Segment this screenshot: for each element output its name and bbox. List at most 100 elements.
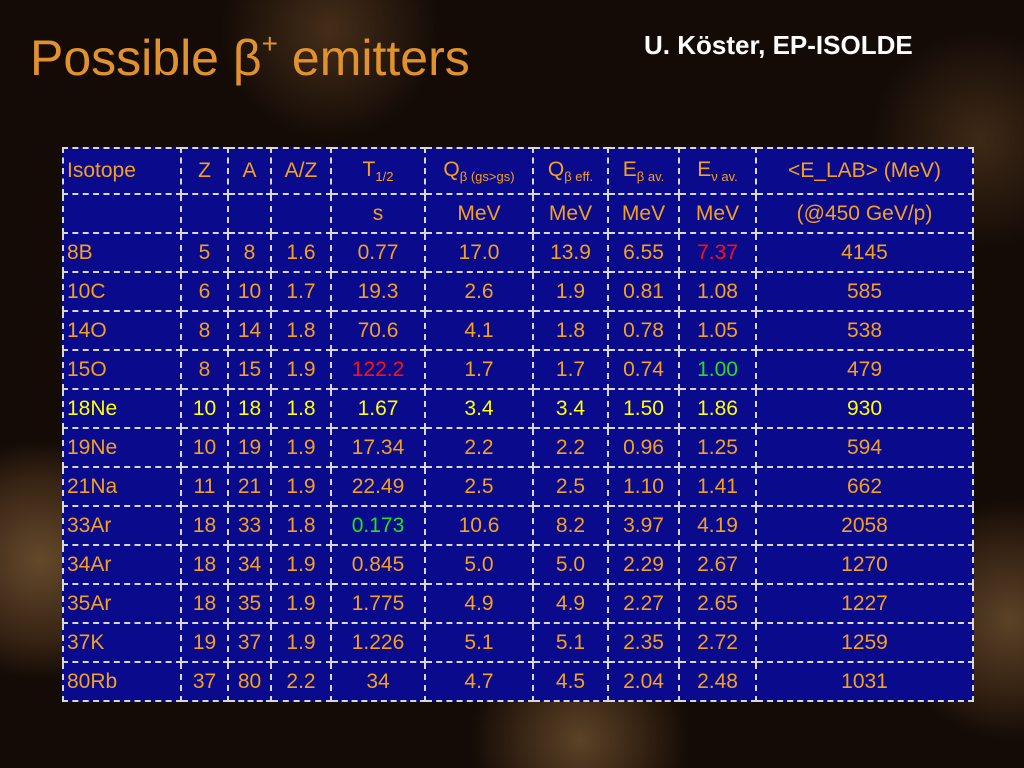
data-cell: 17.34 <box>330 427 426 468</box>
data-cell: 662 <box>755 466 974 507</box>
header-text: E <box>622 157 637 181</box>
data-cell: 19.3 <box>330 271 426 312</box>
header-text: Z <box>198 159 211 182</box>
data-cell: 1270 <box>755 544 974 585</box>
data-cell: 594 <box>755 427 974 468</box>
data-cell: 10 <box>180 427 229 468</box>
data-row: 14O 8 14 1.8 70.6 4.1 1.8 0.78 1.05 538 <box>62 310 974 351</box>
data-cell: 1.41 <box>678 466 757 507</box>
header-sub: β (gs>gs) <box>459 169 515 185</box>
data-cell: 1.50 <box>607 388 680 429</box>
data-cell: 1.00 <box>678 349 757 390</box>
data-cell: 19Ne <box>62 427 182 468</box>
header-sub: β eff. <box>564 169 594 185</box>
header-sub: β av. <box>636 169 665 185</box>
data-cell: 6 <box>180 271 229 312</box>
emitter-table: Isotope Z A A/Z T1/2 Qβ (gs>gs) Qβ eff. Eβ av. E… <box>62 147 974 702</box>
data-cell: 4.9 <box>532 583 609 624</box>
header-cell: Z <box>180 147 229 195</box>
header-text: Q <box>443 157 460 181</box>
data-cell: 18 <box>180 505 229 546</box>
data-cell: 0.74 <box>607 349 680 390</box>
data-cell: 18 <box>180 544 229 585</box>
data-cell: 17.0 <box>424 232 534 273</box>
data-cell: 8.2 <box>532 505 609 546</box>
data-cell: 1.9 <box>270 466 332 507</box>
data-cell: 2.72 <box>678 622 757 663</box>
data-cell: 2.35 <box>607 622 680 663</box>
data-cell: 1.86 <box>678 388 757 429</box>
data-cell: 0.77 <box>330 232 426 273</box>
data-cell: 2.2 <box>270 661 332 702</box>
data-cell: 1227 <box>755 583 974 624</box>
data-cell: 2.2 <box>424 427 534 468</box>
unit-cell: MeV <box>678 193 757 234</box>
unit-cell: (@450 GeV/p) <box>755 193 974 234</box>
slide-title: Possible β+ emitters <box>30 28 470 87</box>
data-cell: 2.29 <box>607 544 680 585</box>
header-text: A <box>242 159 257 182</box>
data-cell: 1.9 <box>532 271 609 312</box>
data-cell: 5.0 <box>532 544 609 585</box>
data-cell: 37 <box>227 622 272 663</box>
empty-cell <box>227 193 272 234</box>
header-cell: Qβ eff. <box>532 147 609 195</box>
data-cell: 11 <box>180 466 229 507</box>
data-cell: 0.81 <box>607 271 680 312</box>
data-cell: 1.8 <box>270 310 332 351</box>
data-cell: 34 <box>227 544 272 585</box>
data-cell: 1.8 <box>532 310 609 351</box>
data-cell: 2.5 <box>532 466 609 507</box>
unit-cell: MeV <box>607 193 680 234</box>
data-cell: 1259 <box>755 622 974 663</box>
data-cell: 5.1 <box>532 622 609 663</box>
unit-cell: MeV <box>532 193 609 234</box>
unit-cell: s <box>330 193 426 234</box>
data-cell: 930 <box>755 388 974 429</box>
data-cell: 80Rb <box>62 661 182 702</box>
empty-cell <box>180 193 229 234</box>
data-cell: 8B <box>62 232 182 273</box>
data-cell: 4145 <box>755 232 974 273</box>
data-cell: 7.37 <box>678 232 757 273</box>
data-cell: 1.9 <box>270 583 332 624</box>
header-cell: A/Z <box>270 147 332 195</box>
data-cell: 35 <box>227 583 272 624</box>
title-sup: + <box>261 28 278 59</box>
data-row: 37K 19 37 1.9 1.226 5.1 5.1 2.35 2.72 1259 <box>62 622 974 663</box>
data-row: 34Ar 18 34 1.9 0.845 5.0 5.0 2.29 2.67 1270 <box>62 544 974 585</box>
title-main: Possible β <box>30 30 262 86</box>
data-cell: 10 <box>227 271 272 312</box>
data-cell: 1.9 <box>270 622 332 663</box>
header-cell: Qβ (gs>gs) <box>424 147 534 195</box>
data-cell: 0.78 <box>607 310 680 351</box>
data-cell: 1.05 <box>678 310 757 351</box>
data-cell: 4.19 <box>678 505 757 546</box>
data-cell: 1.7 <box>424 349 534 390</box>
data-cell: 21Na <box>62 466 182 507</box>
header-text: A/Z <box>284 159 318 182</box>
data-cell: 3.97 <box>607 505 680 546</box>
data-cell: 33 <box>227 505 272 546</box>
data-cell: 1.226 <box>330 622 426 663</box>
data-row: 10C 6 10 1.7 19.3 2.6 1.9 0.81 1.08 585 <box>62 271 974 312</box>
data-cell: 538 <box>755 310 974 351</box>
data-cell: 14O <box>62 310 182 351</box>
header-text: <E_LAB> (MeV) <box>788 159 941 182</box>
data-cell: 5 <box>180 232 229 273</box>
data-cell: 33Ar <box>62 505 182 546</box>
data-cell: 479 <box>755 349 974 390</box>
data-row: 33Ar 18 33 1.8 0.173 10.6 8.2 3.97 4.19 2058 <box>62 505 974 546</box>
header-text: T <box>362 157 376 181</box>
data-cell: 1.7 <box>532 349 609 390</box>
empty-cell <box>62 193 182 234</box>
data-cell: 14 <box>227 310 272 351</box>
data-cell: 18Ne <box>62 388 182 429</box>
data-cell: 10 <box>180 388 229 429</box>
header-cell: Eβ av. <box>607 147 680 195</box>
data-cell: 10C <box>62 271 182 312</box>
data-row: 8B 5 8 1.6 0.77 17.0 13.9 6.55 7.37 4145 <box>62 232 974 273</box>
data-cell: 8 <box>180 349 229 390</box>
data-cell: 1.9 <box>270 349 332 390</box>
